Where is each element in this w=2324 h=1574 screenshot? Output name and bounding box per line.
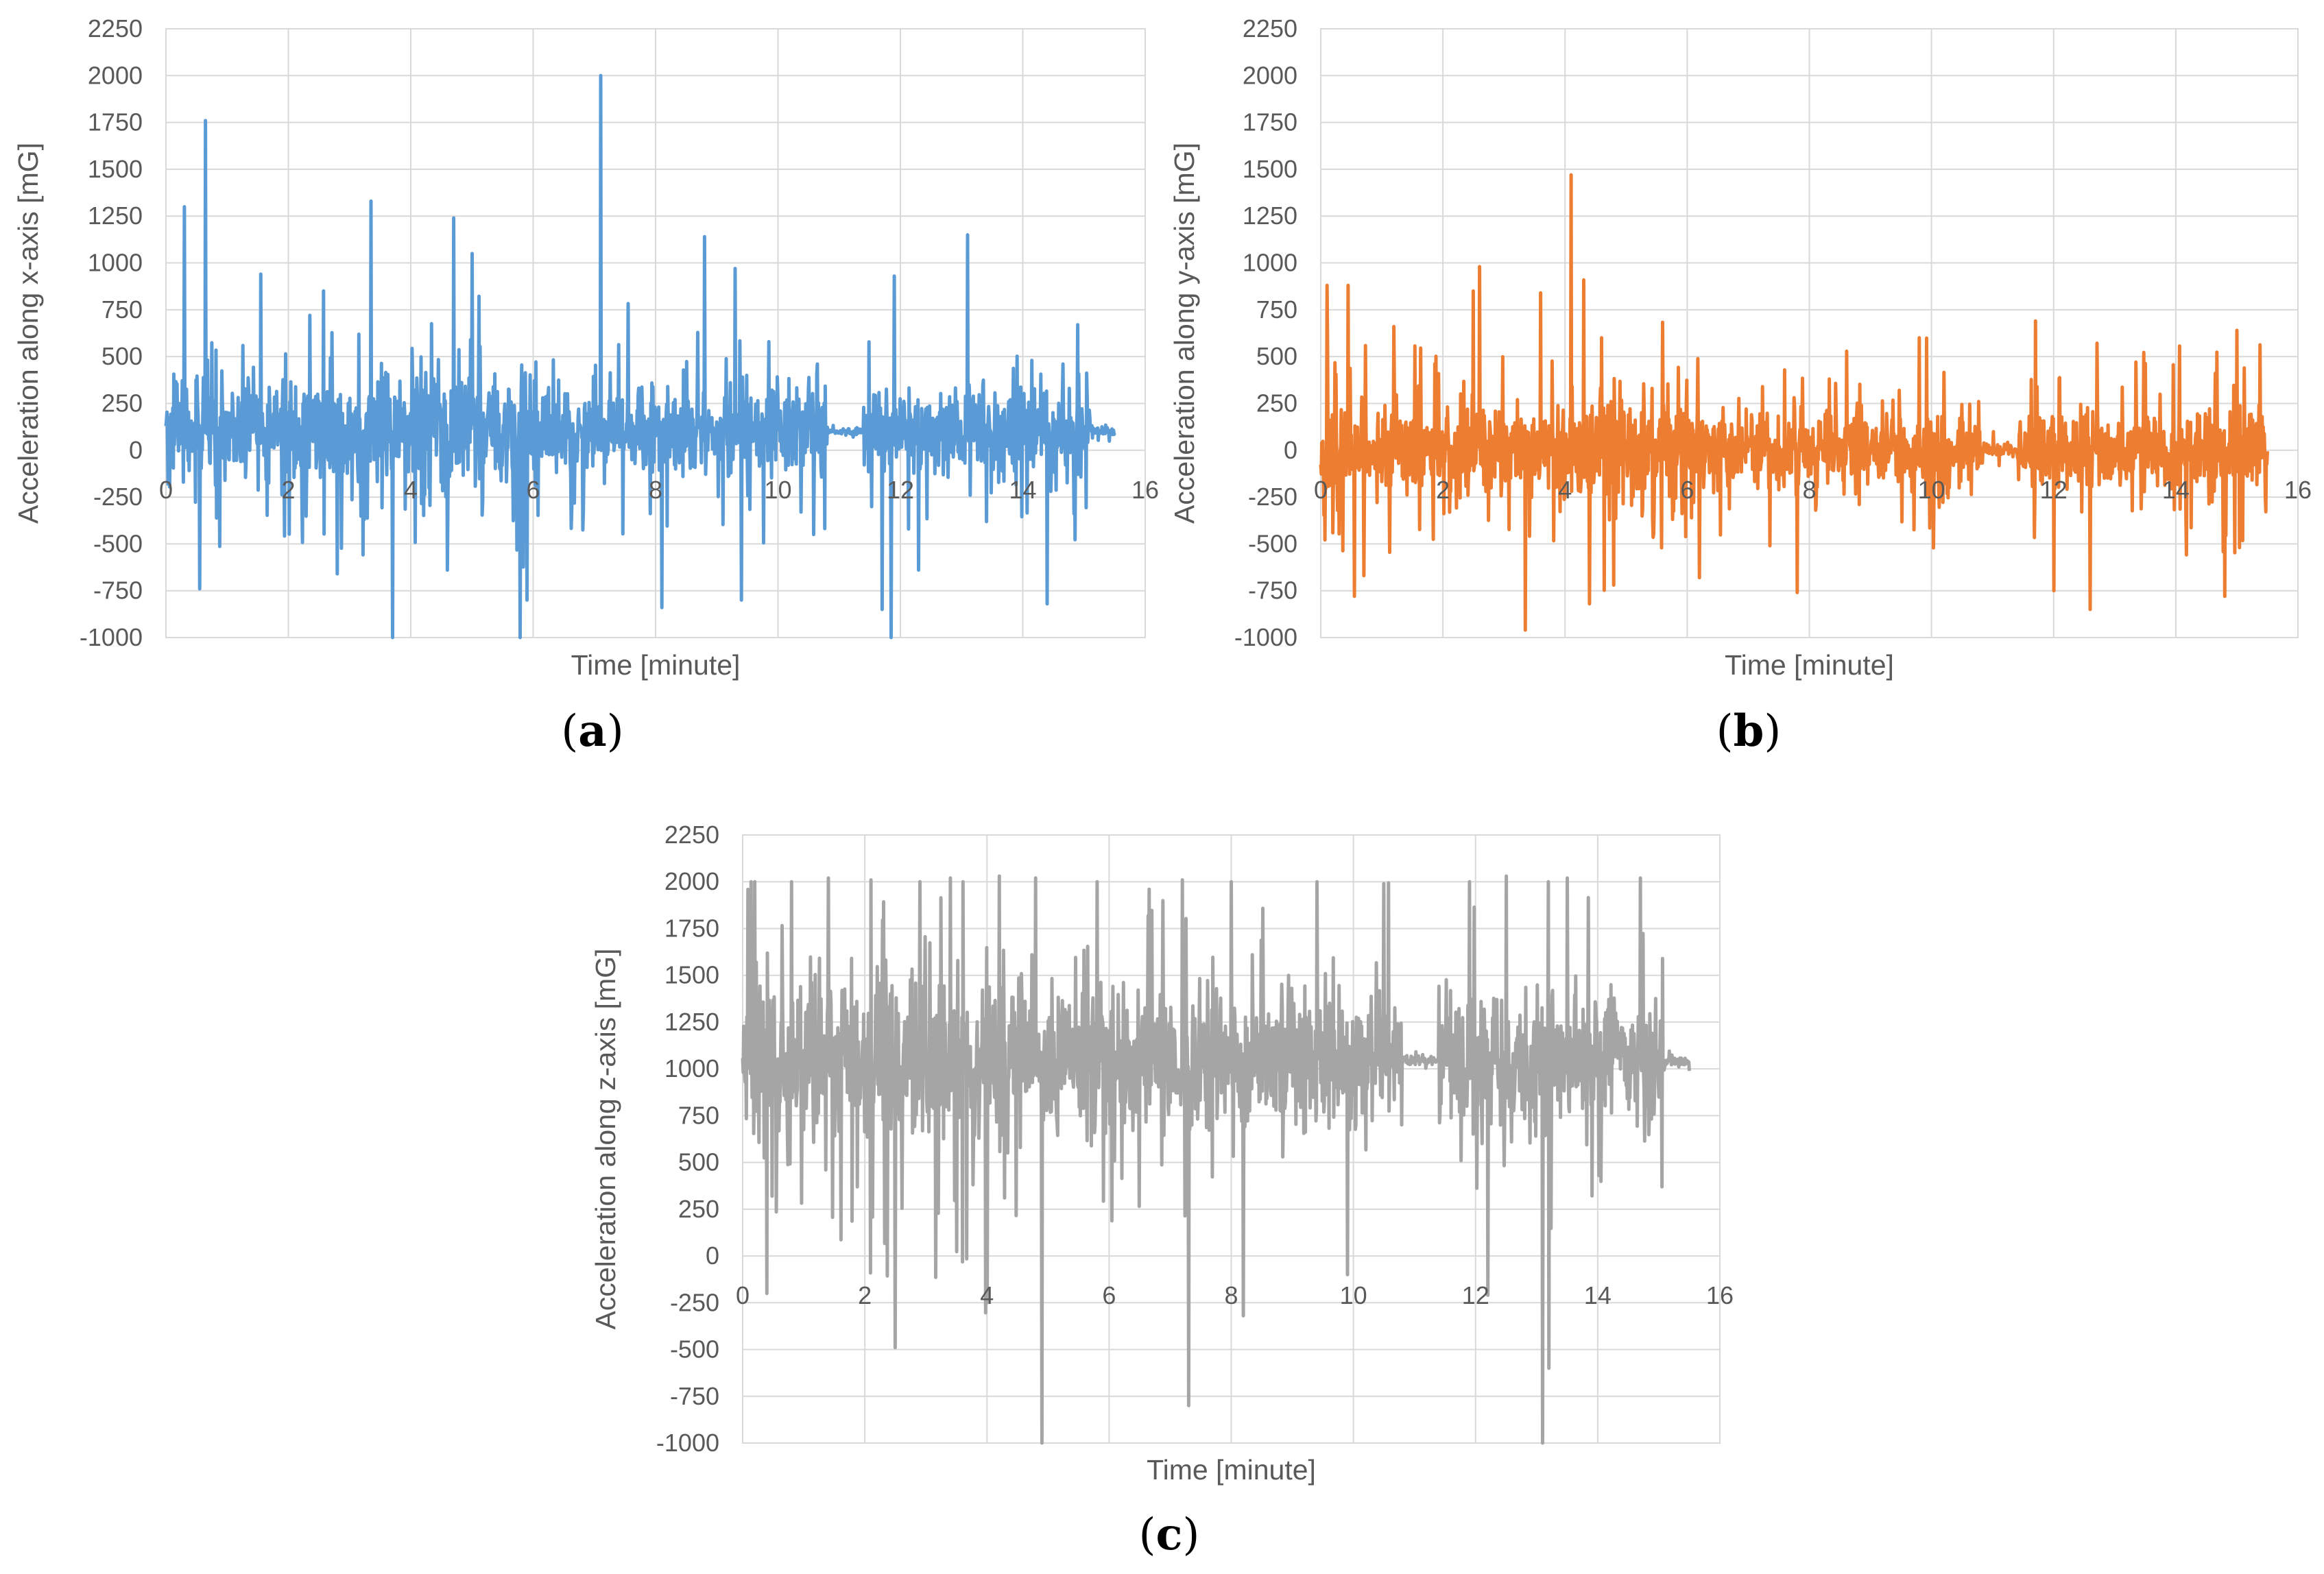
y-tick-label: 1500 xyxy=(1243,155,1297,183)
y-axis-title: Acceleration along x-axis [mG] xyxy=(12,143,44,524)
y-tick-label: 1000 xyxy=(664,1054,719,1082)
y-tick-label: 2000 xyxy=(664,867,719,895)
x-tick-label: 0 xyxy=(1314,476,1328,504)
x-tick-label: 0 xyxy=(736,1281,750,1309)
y-tick-label: 1500 xyxy=(664,961,719,989)
y-tick-label: -500 xyxy=(670,1335,719,1364)
y-tick-label: -750 xyxy=(1248,577,1297,605)
y-axis-title: Acceleration along y-axis [mG] xyxy=(1169,143,1200,524)
x-tick-label: 8 xyxy=(1224,1281,1238,1309)
x-tick-label: 6 xyxy=(1680,476,1694,504)
y-tick-label: -1000 xyxy=(656,1429,719,1457)
y-tick-label: 1750 xyxy=(664,914,719,942)
y-tick-label: -1000 xyxy=(80,623,143,651)
x-tick-label: 14 xyxy=(1584,1281,1612,1309)
y-tick-label: 250 xyxy=(678,1195,719,1223)
y-tick-label: 1250 xyxy=(664,1008,719,1036)
y-tick-label: -250 xyxy=(1248,483,1297,511)
x-tick-label: 4 xyxy=(404,476,418,504)
y-tick-label: 2250 xyxy=(664,821,719,849)
y-tick-label: 250 xyxy=(101,389,143,417)
x-tick-label: 4 xyxy=(980,1281,994,1309)
chart-panel-b: -1000 -750 -500 -250 0 250 500 750 1000 1250 1500 1… xyxy=(1169,14,2312,757)
x-axis-title: Time [minute] xyxy=(1147,1454,1316,1486)
y-tick-label: 1000 xyxy=(1243,249,1297,277)
x-tick-label: 0 xyxy=(159,476,173,504)
y-tick-label: 2000 xyxy=(88,61,143,89)
y-tick-label: 750 xyxy=(1256,295,1297,324)
y-tick-label: 1000 xyxy=(88,249,143,277)
x-tick-label: 12 xyxy=(1462,1281,1489,1309)
y-tick-label: 2000 xyxy=(1243,61,1297,89)
x-tick-label: 10 xyxy=(1918,476,1945,504)
y-tick-label: -250 xyxy=(670,1288,719,1316)
y-tick-label: 750 xyxy=(101,295,143,324)
y-tick-label: 1250 xyxy=(1243,202,1297,230)
x-tick-label: 8 xyxy=(1802,476,1816,504)
y-tick-label: 500 xyxy=(101,342,143,370)
x-tick-label: 8 xyxy=(649,476,662,504)
x-tick-label: 2 xyxy=(858,1281,872,1309)
x-axis-title: Time [minute] xyxy=(571,649,741,681)
panel-label: (c) xyxy=(1139,1509,1200,1560)
y-tick-label: 0 xyxy=(1284,436,1297,464)
y-tick-label: 1250 xyxy=(88,202,143,230)
y-axis-title: Acceleration along z-axis [mG] xyxy=(590,948,621,1329)
y-tick-label: 1750 xyxy=(88,108,143,136)
x-tick-label: 16 xyxy=(2284,476,2312,504)
x-tick-label: 2 xyxy=(1436,476,1450,504)
series-line xyxy=(1319,173,2269,632)
y-tick-label: -250 xyxy=(93,483,143,511)
panel-label: (b) xyxy=(1716,705,1782,757)
y-tick-label: 0 xyxy=(129,436,143,464)
y-tick-label: 500 xyxy=(678,1148,719,1176)
y-tick-label: 250 xyxy=(1256,389,1297,417)
y-tick-label: 2250 xyxy=(88,14,143,43)
x-tick-label: 12 xyxy=(2040,476,2068,504)
series-line xyxy=(741,874,1691,1445)
y-tick-label: 750 xyxy=(678,1101,719,1129)
y-tick-label: -750 xyxy=(670,1382,719,1410)
x-tick-label: 16 xyxy=(1706,1281,1734,1309)
x-tick-label: 4 xyxy=(1558,476,1572,504)
y-tick-label: -500 xyxy=(93,529,143,557)
y-tick-label: -750 xyxy=(93,577,143,605)
chart-panel-c: -1000 -750 -500 -250 0 250 500 750 1000 1250 1500 1… xyxy=(590,821,1734,1560)
panel-label: (a) xyxy=(561,705,623,757)
x-tick-label: 10 xyxy=(1340,1281,1367,1309)
chart-panel-a: -1000 -750 -500 -250 0 250 500 750 1000 1250 1500 1… xyxy=(12,14,1159,757)
x-tick-label: 16 xyxy=(1131,476,1159,504)
y-tick-label: 1500 xyxy=(88,155,143,183)
x-tick-label: 14 xyxy=(1009,476,1036,504)
chart-panels: -1000-750-500-25002505007501000125015001… xyxy=(12,14,2312,1560)
y-tick-label: 0 xyxy=(706,1242,719,1270)
y-tick-label: -1000 xyxy=(1234,623,1297,651)
y-tick-label: -500 xyxy=(1248,529,1297,557)
x-tick-label: 12 xyxy=(887,476,914,504)
x-tick-label: 2 xyxy=(281,476,295,504)
x-tick-label: 6 xyxy=(1102,1281,1116,1309)
y-tick-label: 1750 xyxy=(1243,108,1297,136)
series-line xyxy=(164,73,1116,640)
x-axis-title: Time [minute] xyxy=(1725,649,1894,681)
x-tick-label: 10 xyxy=(764,476,791,504)
y-tick-label: 500 xyxy=(1256,342,1297,370)
x-tick-label: 14 xyxy=(2162,476,2190,504)
y-tick-label: 2250 xyxy=(1243,14,1297,43)
x-tick-label: 6 xyxy=(526,476,540,504)
